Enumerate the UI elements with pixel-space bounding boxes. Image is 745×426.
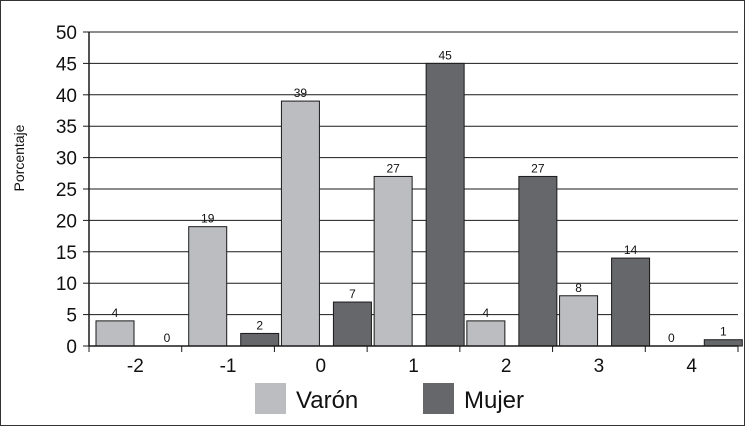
- x-tick-label: 0: [315, 356, 326, 377]
- bar: [332, 301, 372, 347]
- y-tick-label: 50: [56, 23, 77, 44]
- x-tick-label: 4: [686, 356, 697, 377]
- x-tick-label: 3: [594, 356, 605, 377]
- data-label: 7: [349, 287, 356, 301]
- legend: Varón Mujer: [255, 383, 524, 414]
- y-tick-label: 35: [56, 117, 77, 138]
- data-label: 1: [720, 325, 727, 339]
- y-tick-label: 25: [56, 180, 77, 201]
- data-label: 8: [575, 281, 582, 295]
- bar: [188, 226, 228, 347]
- data-label: 2: [256, 318, 263, 332]
- y-axis-label: Porcentaje: [11, 124, 27, 191]
- x-tick-label: -1: [220, 356, 237, 377]
- data-label: 0: [668, 331, 675, 345]
- bar: [559, 295, 599, 347]
- bar: [95, 320, 135, 347]
- data-label: 14: [624, 243, 638, 257]
- data-label: 0: [164, 331, 171, 345]
- x-tick-label: -2: [127, 356, 144, 377]
- y-tick-label: 30: [56, 149, 77, 170]
- bar: [611, 257, 651, 347]
- legend-label: Mujer: [464, 387, 524, 414]
- y-tick-label: 5: [66, 306, 77, 327]
- y-tick-label: 20: [56, 211, 77, 232]
- bar: [466, 320, 506, 347]
- data-label: 4: [112, 306, 119, 320]
- legend-label: Varón: [296, 387, 358, 414]
- bar: [703, 339, 743, 347]
- data-label: 45: [438, 48, 452, 62]
- y-tick-label: 0: [66, 337, 77, 358]
- y-tick-label: 10: [56, 274, 77, 295]
- bar: [425, 62, 465, 347]
- bar: [518, 175, 558, 347]
- bars: [95, 62, 743, 347]
- x-tick-label: 1: [408, 356, 419, 377]
- legend-swatch: [423, 383, 454, 414]
- data-label: 39: [294, 86, 308, 100]
- y-tick-label: 15: [56, 243, 77, 264]
- bar: [280, 100, 320, 347]
- y-tick-label: 45: [56, 54, 77, 75]
- bar: [373, 175, 413, 347]
- data-label: 27: [386, 161, 400, 175]
- legend-swatch: [255, 383, 286, 414]
- data-label: 27: [531, 161, 545, 175]
- bar: [240, 332, 280, 347]
- data-label: 4: [483, 306, 490, 320]
- y-tick-label: 40: [56, 86, 77, 107]
- x-tick-label: 2: [501, 356, 512, 377]
- data-label: 19: [201, 212, 215, 226]
